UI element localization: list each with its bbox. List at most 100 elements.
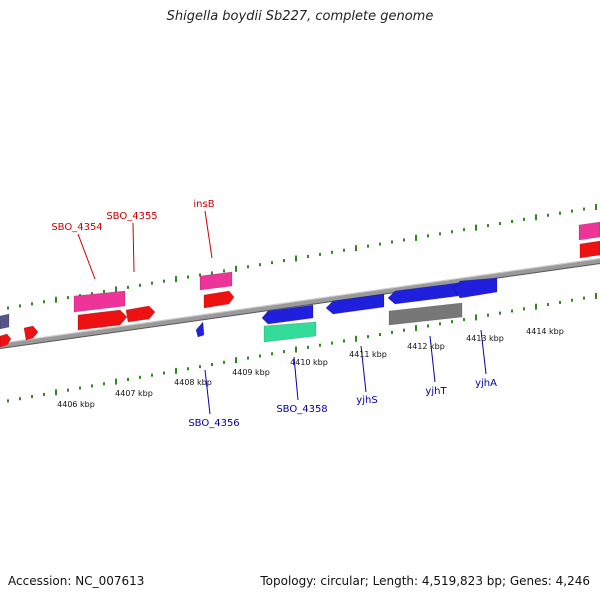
tick-mark bbox=[415, 234, 417, 241]
tick-mark bbox=[511, 219, 513, 223]
tick-mark bbox=[271, 261, 273, 265]
tick-mark bbox=[67, 296, 69, 300]
label-leader-line bbox=[429, 335, 436, 383]
tick-mark bbox=[307, 254, 309, 258]
tick-mark bbox=[19, 304, 21, 308]
gene-feature[interactable] bbox=[579, 240, 600, 259]
tick-mark bbox=[247, 356, 249, 360]
scale-label: 4408 kbp bbox=[174, 378, 212, 387]
tick-mark bbox=[127, 285, 129, 289]
label-leader-line bbox=[132, 222, 135, 273]
scale-label: 4409 kbp bbox=[232, 368, 270, 377]
tick-mark bbox=[223, 269, 225, 273]
label-leader-line bbox=[360, 345, 367, 393]
tick-mark bbox=[595, 204, 597, 210]
tick-mark bbox=[415, 325, 417, 332]
tick-mark bbox=[475, 314, 477, 321]
gene-feature-yjht[interactable] bbox=[452, 277, 498, 299]
tick-mark bbox=[535, 214, 537, 221]
tick-mark bbox=[103, 382, 105, 386]
backbone bbox=[0, 258, 600, 349]
gene-feature[interactable] bbox=[0, 313, 10, 330]
scale-label: 4410 kbp bbox=[290, 358, 328, 367]
tick-mark bbox=[175, 276, 177, 283]
tick-mark bbox=[331, 250, 333, 254]
tick-mark bbox=[163, 279, 165, 283]
scale-label: 4411 kbp bbox=[349, 350, 387, 359]
gene-feature-sbo-4354[interactable] bbox=[73, 290, 126, 313]
gene-feature[interactable] bbox=[261, 304, 314, 325]
gene-label-bottom: SBO_4358 bbox=[276, 404, 327, 415]
tick-mark bbox=[331, 341, 333, 345]
tick-mark bbox=[115, 286, 117, 293]
tick-rows bbox=[7, 204, 597, 403]
tick-mark bbox=[43, 300, 45, 304]
map-title: Shigella boydii Sb227, complete genome bbox=[166, 9, 434, 24]
tick-mark bbox=[499, 311, 501, 315]
tick-mark bbox=[91, 292, 93, 296]
gene-feature[interactable] bbox=[578, 221, 600, 241]
tick-mark bbox=[367, 244, 369, 248]
tick-mark bbox=[451, 320, 453, 324]
gene-label-top: SBO_4355 bbox=[106, 211, 157, 222]
tick-mark bbox=[199, 273, 201, 277]
gene-feature[interactable] bbox=[0, 333, 12, 348]
gene-feature[interactable] bbox=[23, 325, 39, 341]
tick-mark bbox=[355, 335, 357, 342]
tick-mark bbox=[115, 378, 117, 385]
tick-mark bbox=[151, 373, 153, 377]
tick-mark bbox=[283, 350, 285, 354]
gene-feature[interactable] bbox=[325, 293, 385, 315]
tick-mark bbox=[451, 230, 453, 234]
tick-mark bbox=[67, 388, 69, 392]
tick-mark bbox=[235, 265, 237, 272]
tick-mark bbox=[379, 333, 381, 337]
tick-mark bbox=[247, 265, 249, 269]
gene-feature-sbo-4358[interactable] bbox=[263, 321, 317, 343]
tick-mark bbox=[295, 346, 297, 353]
tick-mark bbox=[271, 352, 273, 356]
tick-mark bbox=[559, 300, 561, 304]
scale-label: 4414 kbp bbox=[526, 327, 564, 336]
scale-label: 4406 kbp bbox=[57, 400, 95, 409]
tick-mark bbox=[79, 386, 81, 390]
gene-feature[interactable] bbox=[77, 309, 128, 331]
tick-mark bbox=[319, 252, 321, 256]
gene-feature-sbo-4356[interactable] bbox=[195, 321, 205, 338]
tick-mark bbox=[439, 232, 441, 236]
tick-mark bbox=[463, 228, 465, 232]
tick-mark bbox=[139, 375, 141, 379]
backbone-bar bbox=[0, 258, 600, 349]
tick-mark bbox=[391, 240, 393, 244]
label-leader-line bbox=[204, 369, 211, 415]
tick-mark bbox=[427, 234, 429, 238]
gene-feature[interactable] bbox=[203, 290, 235, 309]
gene-feature-insb[interactable] bbox=[199, 271, 233, 291]
tick-mark bbox=[55, 296, 57, 303]
tick-mark bbox=[31, 395, 33, 399]
label-leader-line bbox=[77, 233, 96, 280]
tick-mark bbox=[559, 211, 561, 215]
gene-features bbox=[0, 221, 600, 348]
tick-mark bbox=[487, 224, 489, 228]
tick-mark bbox=[427, 324, 429, 328]
accession-text: Accession: NC_007613 bbox=[8, 574, 145, 588]
tick-mark bbox=[355, 245, 357, 252]
tick-mark bbox=[163, 371, 165, 375]
gene-feature[interactable] bbox=[388, 302, 463, 326]
gene-feature-sbo-4355[interactable] bbox=[125, 305, 156, 323]
scale-label: 4412 kbp bbox=[407, 342, 445, 351]
scale-label: 4407 kbp bbox=[115, 389, 153, 398]
tick-mark bbox=[31, 302, 33, 306]
label-leader-line bbox=[293, 356, 299, 401]
tick-mark bbox=[223, 360, 225, 364]
label-leader-line bbox=[204, 210, 213, 259]
tick-mark bbox=[91, 384, 93, 388]
tick-mark bbox=[523, 217, 525, 221]
scale-label: 4413 kbp bbox=[466, 334, 504, 343]
tick-mark bbox=[403, 328, 405, 332]
gene-label-bottom: yjhS bbox=[356, 395, 377, 406]
tick-mark bbox=[295, 255, 297, 262]
